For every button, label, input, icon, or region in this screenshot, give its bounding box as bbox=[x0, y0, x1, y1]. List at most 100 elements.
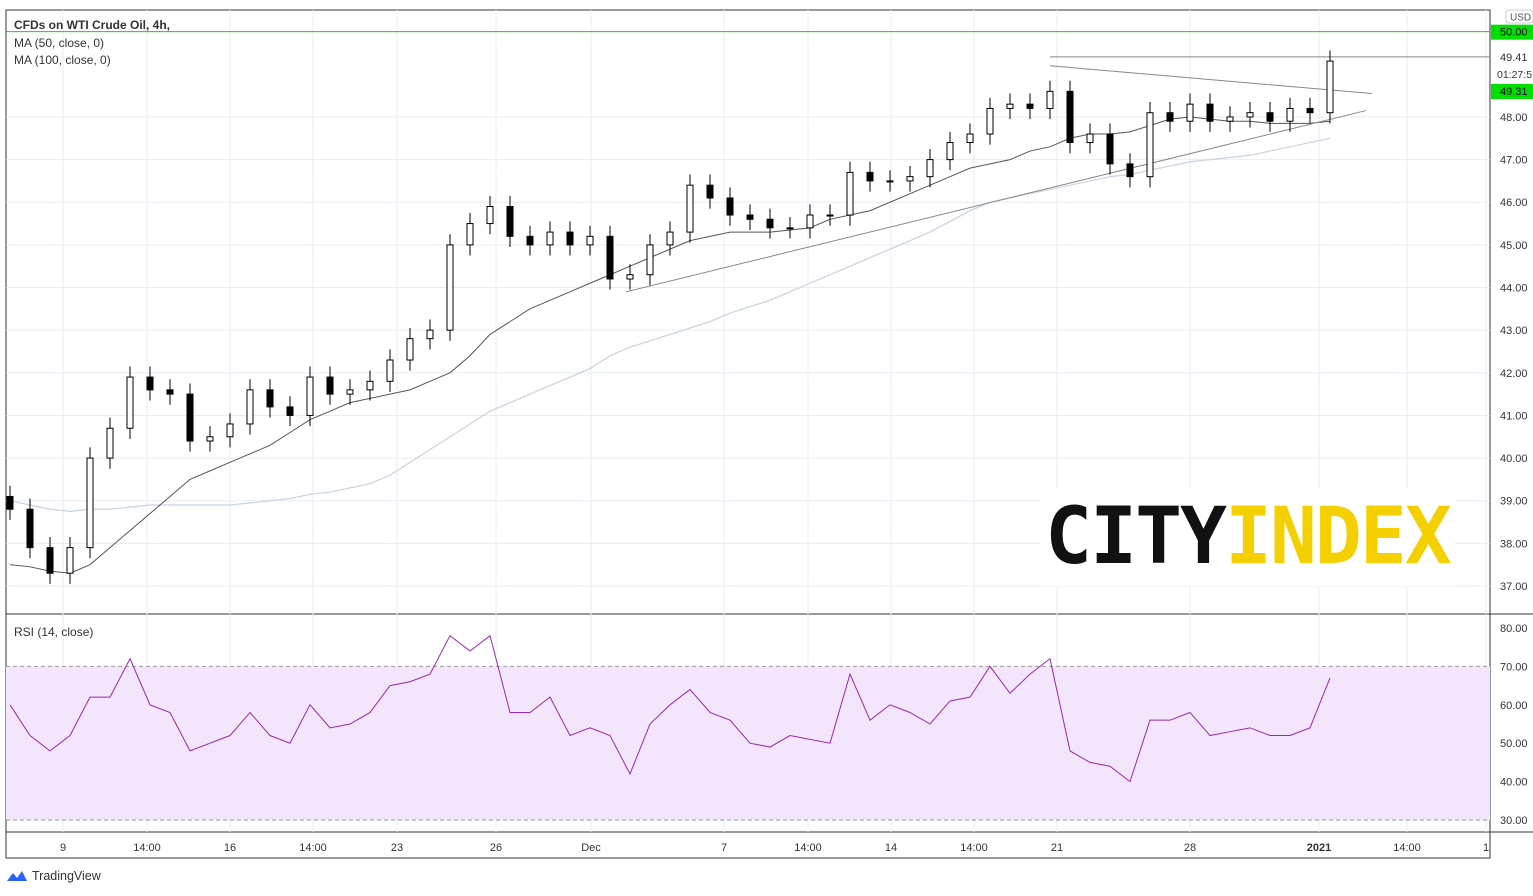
candle-body bbox=[46, 547, 54, 574]
candle-body bbox=[546, 231, 554, 246]
candle-body bbox=[446, 244, 454, 331]
rsi-tick-label: 50.00 bbox=[1500, 738, 1528, 750]
candle-body bbox=[886, 180, 894, 183]
x-tick-label: 1 bbox=[1483, 842, 1489, 854]
x-tick-label: 14:00 bbox=[1393, 842, 1421, 854]
price-tick-label: 40.00 bbox=[1500, 453, 1528, 465]
candle-body bbox=[406, 338, 414, 361]
x-tick-label: 21 bbox=[1051, 842, 1063, 854]
candle-body bbox=[826, 214, 834, 217]
candle-body bbox=[306, 376, 314, 416]
ma100-legend: MA (100, close, 0) bbox=[14, 53, 111, 67]
candle-body bbox=[386, 359, 394, 382]
rsi-tick-label: 80.00 bbox=[1500, 623, 1528, 635]
level-label: 49.41 bbox=[1500, 52, 1528, 64]
x-tick-label: Dec bbox=[581, 842, 601, 854]
candle-body bbox=[246, 389, 254, 425]
price-tick-label: 38.00 bbox=[1500, 538, 1528, 550]
candle-body bbox=[86, 457, 94, 549]
candle-body bbox=[626, 274, 634, 280]
price-tick-label: 39.00 bbox=[1500, 496, 1528, 508]
candle-body bbox=[366, 380, 374, 391]
currency-badge bbox=[1505, 9, 1533, 24]
price-tick-label: 41.00 bbox=[1500, 410, 1528, 422]
currency-label: USD bbox=[1510, 13, 1531, 24]
candle-body bbox=[1246, 112, 1254, 118]
current-price-label: 49.31 bbox=[1500, 86, 1528, 98]
candle-body bbox=[146, 376, 154, 391]
candle-body bbox=[1006, 103, 1014, 109]
candle-body bbox=[286, 406, 294, 416]
candle-body bbox=[1086, 133, 1094, 144]
x-tick-label: 28 bbox=[1184, 842, 1196, 854]
candle-body bbox=[1326, 60, 1334, 114]
candle-body bbox=[1286, 107, 1294, 122]
candle-body bbox=[186, 393, 194, 442]
tradingview-logo[interactable]: TradingView bbox=[6, 869, 101, 883]
current-price-tag bbox=[1491, 84, 1533, 99]
candle-body bbox=[346, 389, 354, 395]
trendline bbox=[625, 110, 1367, 293]
candle-body bbox=[1146, 112, 1154, 178]
candle-body bbox=[566, 231, 574, 246]
candle-body bbox=[806, 214, 814, 229]
x-tick-label: 14:00 bbox=[299, 842, 327, 854]
rsi-tick-label: 30.00 bbox=[1500, 815, 1528, 827]
candle-body bbox=[866, 171, 874, 182]
tradingview-icon bbox=[7, 871, 27, 881]
rsi-tick-label: 70.00 bbox=[1500, 661, 1528, 673]
candle-body bbox=[666, 231, 674, 246]
price-tick-label: 44.00 bbox=[1500, 283, 1528, 295]
candle-body bbox=[946, 142, 954, 161]
bar-countdown: 01:27:5 bbox=[1497, 69, 1532, 81]
candle-body bbox=[126, 376, 134, 429]
candle-body bbox=[506, 206, 514, 237]
level-price-tag bbox=[1491, 24, 1533, 40]
price-tick-label: 47.00 bbox=[1500, 155, 1528, 167]
candle-body bbox=[706, 184, 714, 199]
rsi-legend: RSI (14, close) bbox=[14, 625, 94, 639]
x-tick-label: 2021 bbox=[1307, 842, 1331, 854]
candle-body bbox=[1126, 163, 1134, 178]
x-tick-label: 23 bbox=[391, 842, 403, 854]
price-tick-label: 46.00 bbox=[1500, 197, 1528, 209]
candle-body bbox=[526, 235, 534, 246]
candle-body bbox=[1046, 90, 1054, 109]
candle-body bbox=[466, 223, 474, 246]
x-tick-label: 14:00 bbox=[960, 842, 988, 854]
candle-body bbox=[1066, 90, 1074, 144]
x-tick-label: 7 bbox=[721, 842, 727, 854]
candle-body bbox=[746, 214, 754, 220]
x-tick-label: 14:00 bbox=[133, 842, 161, 854]
candle-body bbox=[6, 495, 14, 510]
trendline bbox=[1049, 65, 1373, 95]
candle-body bbox=[1226, 116, 1234, 122]
level-price-label: 50.00 bbox=[1500, 27, 1528, 39]
candle-body bbox=[966, 133, 974, 144]
candle-body bbox=[166, 389, 174, 395]
candle-body bbox=[1106, 133, 1114, 165]
candle-body bbox=[686, 184, 694, 233]
ma100-line bbox=[9, 137, 1331, 512]
rsi-tick-label: 60.00 bbox=[1500, 700, 1528, 712]
candle-body bbox=[106, 427, 114, 459]
candle-body bbox=[206, 436, 214, 442]
ma50-legend: MA (50, close, 0) bbox=[14, 36, 105, 50]
chart-title: CFDs on WTI Crude Oil, 4h, bbox=[14, 18, 170, 32]
city-index-watermark: CITY INDEX bbox=[1040, 488, 1455, 586]
candle-body bbox=[266, 389, 274, 408]
candle-body bbox=[1166, 112, 1174, 122]
candle-body bbox=[1266, 112, 1274, 122]
rsi-line bbox=[9, 634, 1331, 783]
x-tick-label: 14 bbox=[885, 842, 897, 854]
x-tick-label: 16 bbox=[224, 842, 236, 854]
candle-body bbox=[1206, 103, 1214, 122]
price-tick-label: 43.00 bbox=[1500, 325, 1528, 337]
rsi-tick-label: 40.00 bbox=[1500, 777, 1528, 789]
candle-body bbox=[586, 235, 594, 246]
candle-body bbox=[1186, 103, 1194, 122]
candle-body bbox=[226, 423, 234, 438]
candle-body bbox=[926, 159, 934, 178]
candle-body bbox=[1026, 103, 1034, 109]
